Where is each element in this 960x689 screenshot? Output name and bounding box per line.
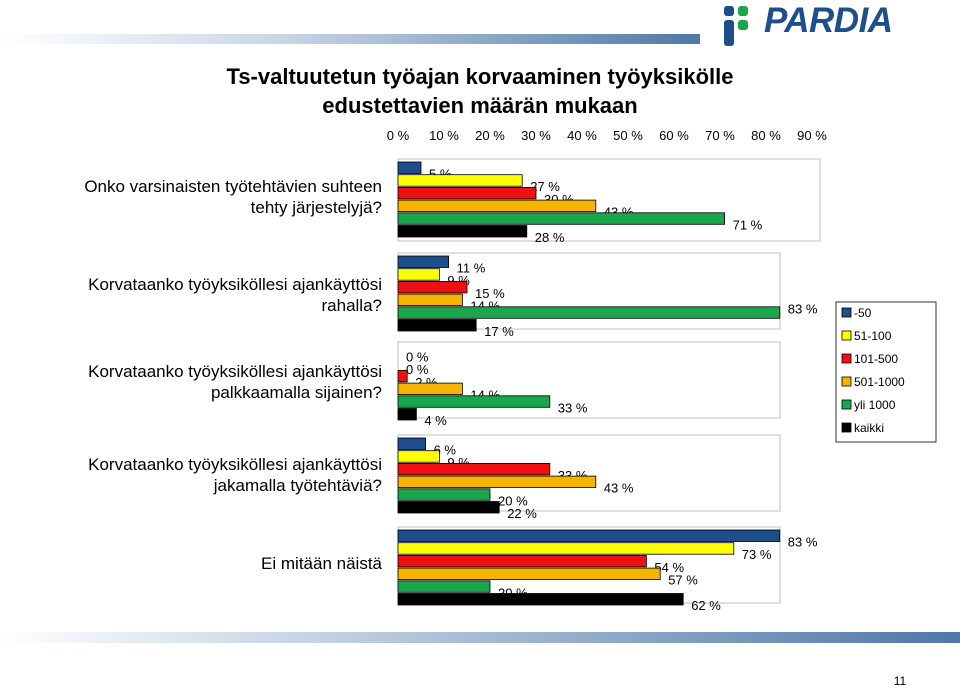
bar (397, 306, 781, 319)
data-label: 43 % (604, 481, 634, 496)
data-label: 20 % (498, 493, 528, 508)
legend-swatch (841, 353, 852, 364)
pardia-logo: PARDIA (722, 1, 927, 48)
bar (397, 255, 449, 268)
data-label: 0 % (406, 362, 429, 377)
bar (397, 567, 661, 580)
bar (397, 408, 417, 421)
legend-label: yli 1000 (854, 398, 896, 412)
data-label: 17 % (484, 324, 514, 339)
data-label: 4 % (424, 413, 447, 428)
data-label: 73 % (742, 547, 772, 562)
bar (397, 501, 500, 514)
bar (397, 488, 491, 501)
x-tick-label: 20 % (475, 128, 505, 143)
top-decor-band (0, 34, 700, 44)
x-tick-label: 0 % (387, 128, 410, 143)
data-label: 28 % (535, 230, 565, 245)
data-label: 15 % (475, 286, 505, 301)
legend: -50 51-100 101-500 501-1000 yli 1000 kaikki (835, 301, 937, 443)
x-tick-label: 80 % (751, 128, 781, 143)
bar (397, 382, 463, 396)
data-label: 27 % (530, 179, 560, 194)
data-label: 57 % (668, 573, 698, 588)
x-tick-label: 70 % (705, 128, 735, 143)
bar (397, 555, 647, 568)
bar (397, 319, 477, 332)
bar (397, 462, 551, 476)
bar (397, 369, 408, 383)
page-number: 11 (893, 674, 907, 688)
data-label: 83 % (788, 301, 818, 316)
category-label-5: Ei mitään näistä (261, 554, 382, 573)
category-label-2: Korvataanko työyksiköllesi ajankäyttösi … (88, 275, 382, 315)
data-label: 0 % (406, 350, 429, 365)
x-tick-label: 90 % (797, 128, 827, 143)
x-tick-label: 60 % (659, 128, 689, 143)
bar (397, 293, 463, 307)
legend-label: kaikki (854, 421, 884, 435)
legend-label: 51-100 (854, 329, 892, 343)
bar (397, 450, 440, 463)
bar (397, 212, 726, 225)
legend-label: -50 (854, 306, 872, 320)
legend-swatch (841, 399, 852, 410)
x-tick-label: 40 % (567, 128, 597, 143)
legend-swatch (841, 376, 852, 387)
category-label-3: Korvataanko työyksiköllesi ajankäyttösi … (88, 362, 382, 402)
bar (397, 542, 735, 555)
bar (397, 199, 597, 213)
legend-label: 101-500 (854, 352, 898, 366)
x-tick-label: 10 % (429, 128, 459, 143)
bar (397, 268, 440, 281)
bar (397, 280, 468, 294)
data-label: 62 % (691, 598, 721, 613)
bar (397, 161, 422, 174)
legend-frame (835, 301, 937, 443)
logo-text: PARDIA (764, 1, 893, 40)
data-label: 22 % (507, 506, 537, 521)
bar (397, 174, 523, 187)
bottom-decor-band (0, 632, 960, 643)
bar (397, 580, 491, 593)
bar (397, 186, 537, 200)
page-title: Ts-valtuutetun työajan korvaaminen työyk… (180, 62, 780, 120)
legend-swatch (841, 422, 852, 433)
bar (397, 475, 597, 489)
bar (397, 395, 551, 408)
x-tick-label: 30 % (521, 128, 551, 143)
category-label-1: Onko varsinaisten työtehtävien suhteen t… (84, 177, 382, 217)
data-label: 33 % (558, 400, 588, 415)
bar (397, 437, 427, 450)
bar (397, 529, 781, 542)
logo-mark-icon (724, 6, 748, 46)
data-label: 11 % (457, 261, 486, 276)
x-tick-label: 50 % (613, 128, 643, 143)
category-label-4: Korvataanko työyksiköllesi ajankäyttösi … (88, 455, 382, 495)
bar (397, 225, 528, 238)
data-label: 54 % (654, 560, 684, 575)
legend-label: 501-1000 (854, 375, 905, 389)
title-line-2: edustettavien määrän mukaan (322, 93, 638, 118)
data-label: 83 % (788, 535, 818, 550)
legend-swatch (841, 330, 852, 341)
legend-swatch (841, 307, 852, 318)
bar (397, 593, 684, 606)
data-label: 71 % (733, 217, 763, 232)
title-line-1: Ts-valtuutetun työajan korvaaminen työyk… (226, 64, 734, 89)
